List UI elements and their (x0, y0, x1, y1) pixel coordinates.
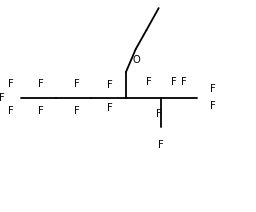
Text: F: F (0, 92, 5, 103)
Text: F: F (156, 109, 161, 120)
Text: F: F (146, 77, 151, 87)
Text: F: F (210, 101, 216, 111)
Text: F: F (171, 77, 177, 87)
Text: F: F (8, 106, 14, 116)
Text: F: F (182, 77, 187, 87)
Text: F: F (107, 103, 113, 113)
Text: F: F (38, 106, 44, 116)
Text: F: F (74, 79, 80, 89)
Text: F: F (210, 84, 216, 94)
Text: F: F (158, 140, 164, 150)
Text: F: F (38, 79, 44, 89)
Text: O: O (132, 55, 140, 65)
Text: F: F (107, 80, 113, 90)
Text: F: F (8, 79, 14, 89)
Text: F: F (74, 106, 80, 116)
